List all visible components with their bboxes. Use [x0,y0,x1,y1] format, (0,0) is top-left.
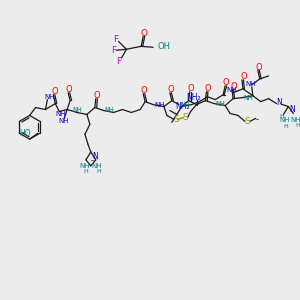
Text: NH: NH [181,102,190,108]
Text: NH₂: NH₂ [176,102,190,111]
Text: NH: NH [44,94,55,100]
Text: O: O [167,85,174,94]
Text: H: H [279,114,284,119]
Text: N: N [290,105,295,114]
Text: NH: NH [215,100,225,106]
Text: NH: NH [279,117,290,123]
Text: F: F [113,35,118,44]
Text: NH₂: NH₂ [186,93,201,102]
Text: O: O [94,91,100,100]
Text: N: N [92,152,98,161]
Text: F: F [116,57,121,66]
Text: H: H [83,169,88,174]
Text: S: S [183,113,188,122]
Text: F: F [111,46,116,55]
Text: O: O [204,84,211,93]
Text: NH: NH [72,106,82,112]
Text: NH: NH [55,111,65,117]
Text: O: O [256,62,262,71]
Text: O: O [66,85,72,94]
Text: N: N [277,98,282,107]
Text: S: S [173,115,179,124]
Text: NH: NH [227,87,237,93]
Text: O: O [141,29,148,38]
Text: O: O [230,82,237,91]
Text: O: O [141,86,148,95]
Text: NH: NH [58,118,68,124]
Text: NH: NH [243,95,253,101]
Text: OH: OH [157,42,170,51]
Text: NH: NH [290,117,300,123]
Text: O: O [51,87,58,96]
Text: O: O [240,72,247,81]
Text: NH: NH [92,163,102,169]
Text: O: O [187,84,194,93]
Text: S: S [244,117,250,126]
Text: H: H [295,123,300,128]
Text: O: O [223,78,230,87]
Text: H: H [96,169,101,174]
Text: HO: HO [20,129,31,138]
Text: H: H [283,124,288,129]
Text: NH: NH [246,81,256,87]
Text: -: - [255,115,258,124]
Text: NH: NH [154,102,165,108]
Text: NH: NH [105,107,114,113]
Text: NH: NH [80,163,90,169]
